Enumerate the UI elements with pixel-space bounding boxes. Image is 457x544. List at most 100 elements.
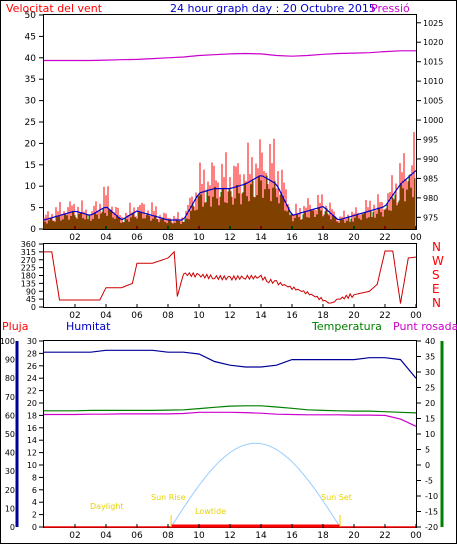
graph-day-title: 24 hour graph day : 20 Octubre 2015 [170, 2, 376, 15]
climate-x-tick-label: 00 [410, 531, 422, 541]
humidity-y-tick-label: 30 [5, 467, 15, 476]
compass-label-e: E [432, 282, 440, 296]
wind-x-tick-label: 02 [69, 233, 80, 243]
wind-x-tick-label: 22 [379, 233, 390, 243]
climate-x-tick-label: 10 [193, 531, 205, 541]
direction-x-tick-label: 04 [100, 311, 112, 321]
rain-y-tick-label: 2 [32, 511, 37, 520]
direction-x-tick-label: 20 [348, 311, 360, 321]
wind-y-tick-label: 15 [25, 161, 36, 171]
pressure-y-tick-label: 995 [423, 136, 438, 145]
humidity-y-tick-label: 0 [10, 523, 15, 532]
rain-y-tick-label: 22 [27, 387, 37, 396]
wind-y-tick-label: 50 [25, 11, 37, 21]
direction-x-tick-label: 12 [224, 311, 235, 321]
rain-y-tick-label: 16 [27, 424, 37, 433]
humidity-y-tick-label: 60 [5, 411, 15, 420]
dewpoint-line [44, 411, 417, 427]
rain-y-tick-label: 30 [27, 337, 37, 346]
humidity-y-tick-label: 70 [5, 393, 15, 402]
direction-y-tick-label: 90 [26, 287, 36, 296]
direction-x-tick-label: 10 [193, 311, 205, 321]
climate-x-tick-label: 02 [69, 531, 80, 541]
pressure-line [44, 50, 416, 62]
humidity-y-tick-label: 40 [5, 449, 15, 458]
temperature-y-tick-label: 5 [425, 446, 430, 455]
pressure-y-tick-label: 1025 [423, 19, 443, 28]
climate-x-tick-label: 12 [224, 531, 235, 541]
rain-label: Pluja [2, 320, 28, 333]
pressure-y-tick-label: 975 [423, 213, 438, 222]
wind-x-tick-label: 08 [162, 233, 174, 243]
direction-x-tick-label: 02 [69, 311, 80, 321]
rain-y-tick-label: 6 [32, 486, 37, 495]
temperature-y-tick-label: -5 [425, 477, 433, 486]
wind-direction-line [44, 250, 417, 304]
pressure-y-tick-label: 990 [423, 155, 438, 164]
humidity-y-tick-label: 100 [0, 337, 15, 346]
wind-x-tick-label: 04 [100, 233, 112, 243]
climate-x-tick-label: 14 [255, 531, 267, 541]
compass-label-w: W [432, 254, 444, 268]
wind-x-tick-label: 16 [286, 233, 298, 243]
wind-x-tick-label: 10 [193, 233, 205, 243]
temperature-y-tick-label: 35 [425, 353, 435, 362]
rain-y-tick-label: 14 [27, 436, 37, 445]
temperature-label: Temperatura [311, 320, 382, 333]
wind-title: Velocitat del vent [6, 2, 103, 15]
humidity-y-tick-label: 90 [5, 356, 15, 365]
dewpoint-label: Punt rosada [393, 320, 457, 333]
wind-x-tick-label: 20 [348, 233, 360, 243]
rain-y-tick-label: 10 [27, 461, 37, 470]
direction-y-tick-label: 315 [21, 248, 36, 257]
rain-y-tick-label: 24 [27, 374, 37, 383]
wind-x-tick-label: 00 [410, 233, 422, 243]
temperature-line [44, 405, 417, 414]
wind-x-tick-label: 06 [131, 233, 143, 243]
wind-y-tick-label: 20 [25, 139, 37, 149]
wind-y-tick-label: 45 [25, 32, 36, 42]
wind-average-line [43, 170, 417, 221]
pressure-y-tick-label: 1010 [423, 77, 443, 86]
climate-x-tick-label: 08 [162, 531, 174, 541]
compass-label-n-top: N [432, 240, 441, 254]
direction-x-tick-label: 00 [410, 311, 422, 321]
rain-y-tick-label: 4 [32, 498, 37, 507]
climate-x-tick-label: 16 [286, 531, 298, 541]
direction-y-tick-label: 135 [21, 279, 36, 288]
direction-y-tick-label: 0 [31, 303, 36, 312]
pressure-y-tick-label: 980 [423, 194, 438, 203]
sun-rise-label: Sun Rise [151, 493, 186, 502]
climate-x-tick-label: 18 [317, 531, 329, 541]
direction-x-tick-label: 22 [379, 311, 390, 321]
climate-x-tick-label: 04 [100, 531, 112, 541]
temperature-y-tick-label: 30 [425, 368, 435, 377]
wind-y-tick-label: 0 [30, 225, 36, 235]
rain-y-tick-label: 0 [32, 523, 37, 532]
wind-y-tick-label: 30 [25, 97, 37, 107]
rain-y-tick-label: 26 [27, 362, 37, 371]
humidity-y-tick-label: 10 [5, 504, 15, 513]
direction-y-tick-label: 225 [21, 264, 36, 273]
pressure-y-tick-label: 1000 [423, 116, 443, 125]
pressure-y-tick-label: 985 [423, 174, 438, 183]
wind-y-tick-label: 35 [25, 75, 36, 85]
direction-x-tick-label: 14 [255, 311, 267, 321]
wind-x-tick-label: 14 [255, 233, 267, 243]
wind-y-tick-label: 5 [30, 204, 36, 214]
wind-y-tick-label: 25 [25, 118, 36, 128]
direction-x-tick-label: 08 [162, 311, 174, 321]
pressure-y-tick-label: 1020 [423, 38, 443, 47]
temperature-y-tick-label: 0 [425, 461, 430, 470]
wind-x-tick-label: 12 [224, 233, 235, 243]
climate-x-tick-label: 22 [379, 531, 390, 541]
climate-x-tick-label: 20 [348, 531, 360, 541]
wind-x-tick-label: 18 [317, 233, 329, 243]
daylight-label: Daylight [90, 502, 124, 511]
direction-x-tick-label: 16 [286, 311, 298, 321]
lowtide-label: Lowtide [195, 507, 226, 516]
solar-curve [170, 442, 339, 528]
direction-x-tick-label: 06 [131, 311, 143, 321]
